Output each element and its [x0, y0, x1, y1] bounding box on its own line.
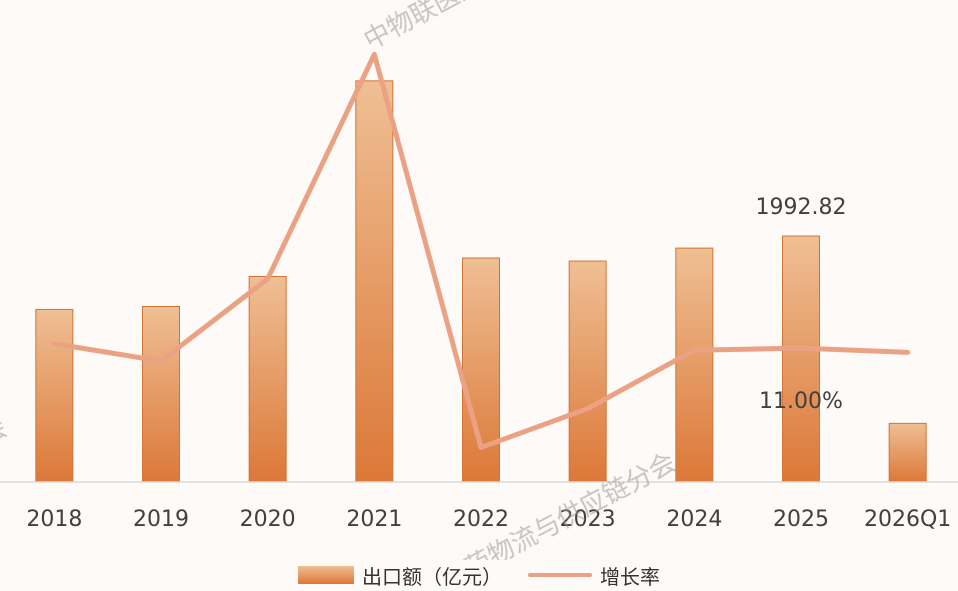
legend-bar-swatch	[298, 566, 354, 584]
watermark-left: 链分会	[0, 413, 12, 476]
bar-2019	[142, 305, 180, 483]
bar-2023	[568, 260, 607, 483]
x-tick-label: 2021	[346, 507, 402, 532]
bar-2024	[675, 247, 714, 483]
bar-2025	[782, 235, 820, 483]
legend-line-swatch	[528, 573, 592, 577]
x-tick-label: 2020	[240, 507, 296, 532]
legend: 出口额（亿元） 增长率	[0, 560, 958, 590]
bar-value-label: 1992.82	[756, 195, 847, 220]
legend-label-growth: 增长率	[600, 564, 660, 589]
bar-2020	[248, 275, 287, 483]
x-tick-label: 2026Q1	[864, 507, 951, 532]
growth-rate-line	[51, 51, 911, 450]
x-tick-label: 2019	[133, 507, 189, 532]
legend-label-export: 出口额（亿元）	[362, 564, 502, 589]
x-tick-label: 2022	[453, 507, 509, 532]
bar-2018	[35, 308, 74, 483]
bar-2026Q1	[888, 422, 927, 483]
x-tick-label: 2018	[26, 507, 82, 532]
x-tick-label: 2025	[773, 507, 829, 532]
legend-item-growth: 增长率	[528, 561, 660, 590]
bar-2021	[355, 80, 394, 483]
x-tick-label: 2023	[560, 507, 616, 532]
legend-item-export: 出口额（亿元）	[298, 561, 502, 590]
x-tick-label: 2024	[666, 507, 722, 532]
watermark-top: 中物联医药物流与供应链分会	[359, 0, 672, 56]
rate-value-label: 11.00%	[759, 389, 843, 414]
